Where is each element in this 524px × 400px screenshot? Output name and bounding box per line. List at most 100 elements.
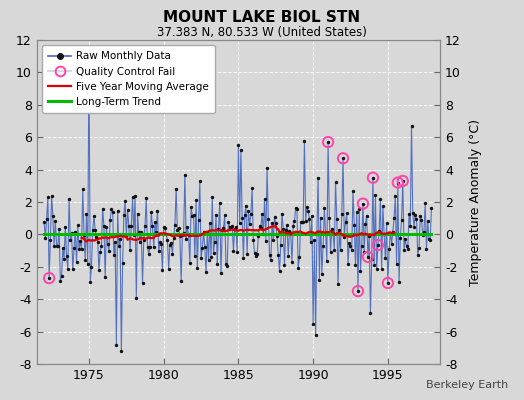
Point: [156, 239, 164, 246]
Point: [103, 240, 112, 247]
Point: [244, 208, 253, 214]
Point: [215, 200, 224, 206]
Point: [303, 204, 311, 210]
Point: [179, 230, 188, 236]
Point: [371, 192, 379, 198]
Point: [399, 178, 407, 184]
Point: [334, 280, 342, 287]
Point: [279, 226, 288, 232]
Point: [415, 245, 423, 251]
Point: [159, 224, 168, 230]
Point: [181, 171, 189, 178]
Point: [177, 278, 185, 284]
Point: [270, 214, 279, 220]
Point: [308, 213, 316, 219]
Point: [127, 222, 136, 229]
Point: [139, 236, 148, 243]
Point: [129, 232, 138, 238]
Point: [113, 208, 122, 214]
Point: [259, 231, 268, 237]
Point: [192, 197, 200, 204]
Point: [365, 233, 374, 239]
Point: [145, 251, 153, 257]
Point: [213, 261, 222, 268]
Point: [165, 266, 173, 272]
Point: [171, 221, 179, 228]
Point: [394, 179, 402, 186]
Point: [335, 227, 344, 233]
Point: [46, 237, 54, 243]
Point: [219, 225, 227, 231]
Point: [189, 212, 198, 218]
Point: [97, 242, 106, 249]
Point: [218, 227, 226, 233]
Point: [422, 246, 431, 252]
Point: [324, 139, 332, 145]
Point: [228, 223, 236, 229]
Point: [353, 209, 361, 215]
Point: [318, 270, 326, 277]
Point: [320, 205, 329, 211]
Point: [307, 239, 315, 245]
Point: [53, 242, 62, 249]
Point: [394, 179, 402, 186]
Point: [105, 248, 113, 254]
Point: [205, 220, 214, 226]
Point: [420, 228, 428, 235]
Point: [80, 232, 88, 238]
Point: [242, 203, 250, 210]
Point: [203, 230, 212, 236]
Point: [141, 222, 149, 229]
Point: [381, 255, 389, 262]
Point: [110, 252, 118, 258]
Point: [50, 243, 58, 249]
Point: [400, 246, 408, 253]
Point: [289, 222, 298, 229]
Point: [271, 220, 280, 226]
Point: [245, 221, 254, 228]
Point: [364, 254, 372, 260]
Point: [323, 257, 331, 264]
Point: [396, 235, 405, 241]
Point: [194, 217, 203, 223]
Point: [197, 255, 205, 262]
Point: [121, 198, 129, 205]
Point: [356, 268, 365, 274]
Point: [69, 266, 77, 272]
Point: [380, 231, 388, 237]
Point: [351, 262, 359, 268]
Point: [195, 178, 204, 184]
Point: [45, 275, 53, 281]
Point: [267, 257, 275, 264]
Point: [82, 211, 91, 218]
Point: [99, 206, 107, 212]
Point: [62, 253, 71, 260]
Point: [185, 260, 194, 266]
Point: [131, 193, 139, 200]
Text: 37.383 N, 80.533 W (United States): 37.383 N, 80.533 W (United States): [157, 26, 367, 39]
Point: [341, 219, 350, 225]
Point: [95, 267, 103, 274]
Point: [209, 250, 217, 257]
Point: [204, 257, 213, 264]
Point: [88, 264, 96, 270]
Point: [387, 240, 396, 247]
Point: [232, 224, 240, 230]
Point: [361, 220, 369, 227]
Point: [349, 188, 357, 195]
Point: [237, 147, 245, 153]
Point: [359, 200, 367, 207]
Point: [379, 203, 387, 209]
Point: [172, 185, 180, 192]
Point: [299, 219, 308, 225]
Point: [128, 194, 137, 200]
Point: [333, 216, 341, 222]
Point: [43, 194, 52, 200]
Point: [149, 244, 158, 250]
Point: [133, 211, 141, 218]
Point: [248, 185, 256, 192]
Point: [52, 242, 61, 249]
Point: [58, 273, 66, 280]
Point: [324, 139, 332, 145]
Point: [81, 257, 90, 263]
